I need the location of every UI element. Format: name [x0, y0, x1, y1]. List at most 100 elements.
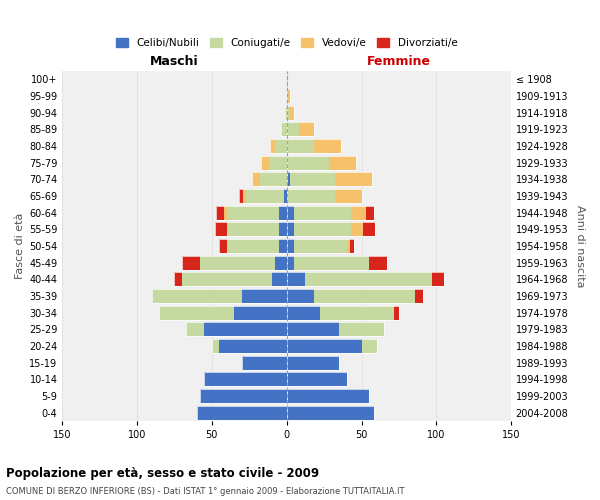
- Bar: [261, 156, 287, 170]
- Bar: [197, 406, 287, 419]
- Bar: [204, 322, 287, 336]
- Bar: [287, 372, 347, 386]
- Bar: [186, 322, 204, 336]
- Bar: [294, 206, 351, 220]
- Bar: [287, 389, 369, 403]
- Bar: [275, 139, 287, 153]
- Bar: [314, 289, 415, 303]
- Bar: [219, 239, 287, 253]
- Bar: [287, 172, 372, 186]
- Bar: [363, 222, 375, 236]
- Bar: [287, 156, 356, 170]
- Bar: [242, 356, 287, 370]
- Bar: [200, 389, 287, 403]
- Bar: [242, 356, 287, 370]
- Bar: [347, 239, 350, 253]
- Bar: [294, 256, 369, 270]
- Bar: [290, 172, 335, 186]
- Bar: [159, 306, 287, 320]
- Bar: [287, 406, 374, 419]
- Bar: [329, 156, 356, 170]
- Bar: [287, 322, 384, 336]
- Bar: [219, 239, 227, 253]
- Bar: [362, 339, 377, 353]
- Bar: [252, 172, 260, 186]
- Bar: [287, 306, 399, 320]
- Bar: [227, 222, 279, 236]
- Bar: [269, 156, 287, 170]
- Bar: [282, 122, 287, 136]
- Bar: [227, 239, 279, 253]
- Bar: [287, 156, 329, 170]
- Bar: [287, 89, 290, 103]
- Bar: [204, 372, 287, 386]
- Bar: [204, 372, 287, 386]
- Bar: [219, 339, 287, 353]
- Bar: [234, 306, 287, 320]
- Bar: [335, 189, 362, 203]
- Bar: [287, 389, 369, 403]
- Bar: [227, 206, 279, 220]
- Bar: [287, 206, 374, 220]
- Bar: [284, 189, 287, 203]
- Bar: [287, 122, 299, 136]
- Bar: [287, 139, 314, 153]
- Bar: [287, 239, 294, 253]
- Bar: [305, 272, 432, 286]
- Y-axis label: Fasce di età: Fasce di età: [15, 213, 25, 279]
- Y-axis label: Anni di nascita: Anni di nascita: [575, 204, 585, 287]
- Bar: [287, 289, 423, 303]
- Bar: [287, 272, 444, 286]
- Bar: [287, 256, 387, 270]
- Bar: [287, 89, 290, 103]
- Bar: [294, 222, 351, 236]
- Bar: [152, 289, 242, 303]
- Bar: [294, 239, 347, 253]
- Bar: [159, 306, 234, 320]
- Bar: [287, 106, 294, 120]
- Bar: [182, 272, 272, 286]
- Bar: [182, 256, 200, 270]
- Bar: [287, 189, 335, 203]
- Bar: [415, 289, 423, 303]
- Bar: [351, 222, 363, 236]
- Bar: [270, 139, 275, 153]
- Bar: [335, 172, 372, 186]
- Text: Femmine: Femmine: [367, 54, 431, 68]
- Bar: [197, 406, 287, 419]
- Bar: [246, 189, 284, 203]
- Bar: [216, 206, 287, 220]
- Bar: [239, 189, 287, 203]
- Bar: [287, 306, 320, 320]
- Bar: [212, 339, 287, 353]
- Bar: [239, 189, 243, 203]
- Bar: [279, 206, 287, 220]
- Bar: [212, 339, 219, 353]
- Bar: [281, 122, 287, 136]
- Bar: [260, 172, 287, 186]
- Bar: [224, 206, 227, 220]
- Bar: [339, 322, 384, 336]
- Bar: [243, 189, 246, 203]
- Bar: [200, 256, 275, 270]
- Bar: [252, 172, 287, 186]
- Bar: [290, 106, 294, 120]
- Bar: [350, 239, 354, 253]
- Bar: [287, 356, 339, 370]
- Bar: [275, 256, 287, 270]
- Bar: [279, 239, 287, 253]
- Bar: [287, 289, 314, 303]
- Bar: [287, 139, 341, 153]
- Bar: [320, 306, 394, 320]
- Bar: [287, 339, 377, 353]
- Bar: [351, 206, 366, 220]
- Bar: [279, 222, 287, 236]
- Text: Popolazione per età, sesso e stato civile - 2009: Popolazione per età, sesso e stato civil…: [6, 468, 319, 480]
- Bar: [287, 272, 305, 286]
- Bar: [287, 106, 290, 120]
- Bar: [299, 122, 314, 136]
- Bar: [152, 289, 287, 303]
- Bar: [281, 122, 282, 136]
- Bar: [200, 389, 287, 403]
- Bar: [287, 206, 294, 220]
